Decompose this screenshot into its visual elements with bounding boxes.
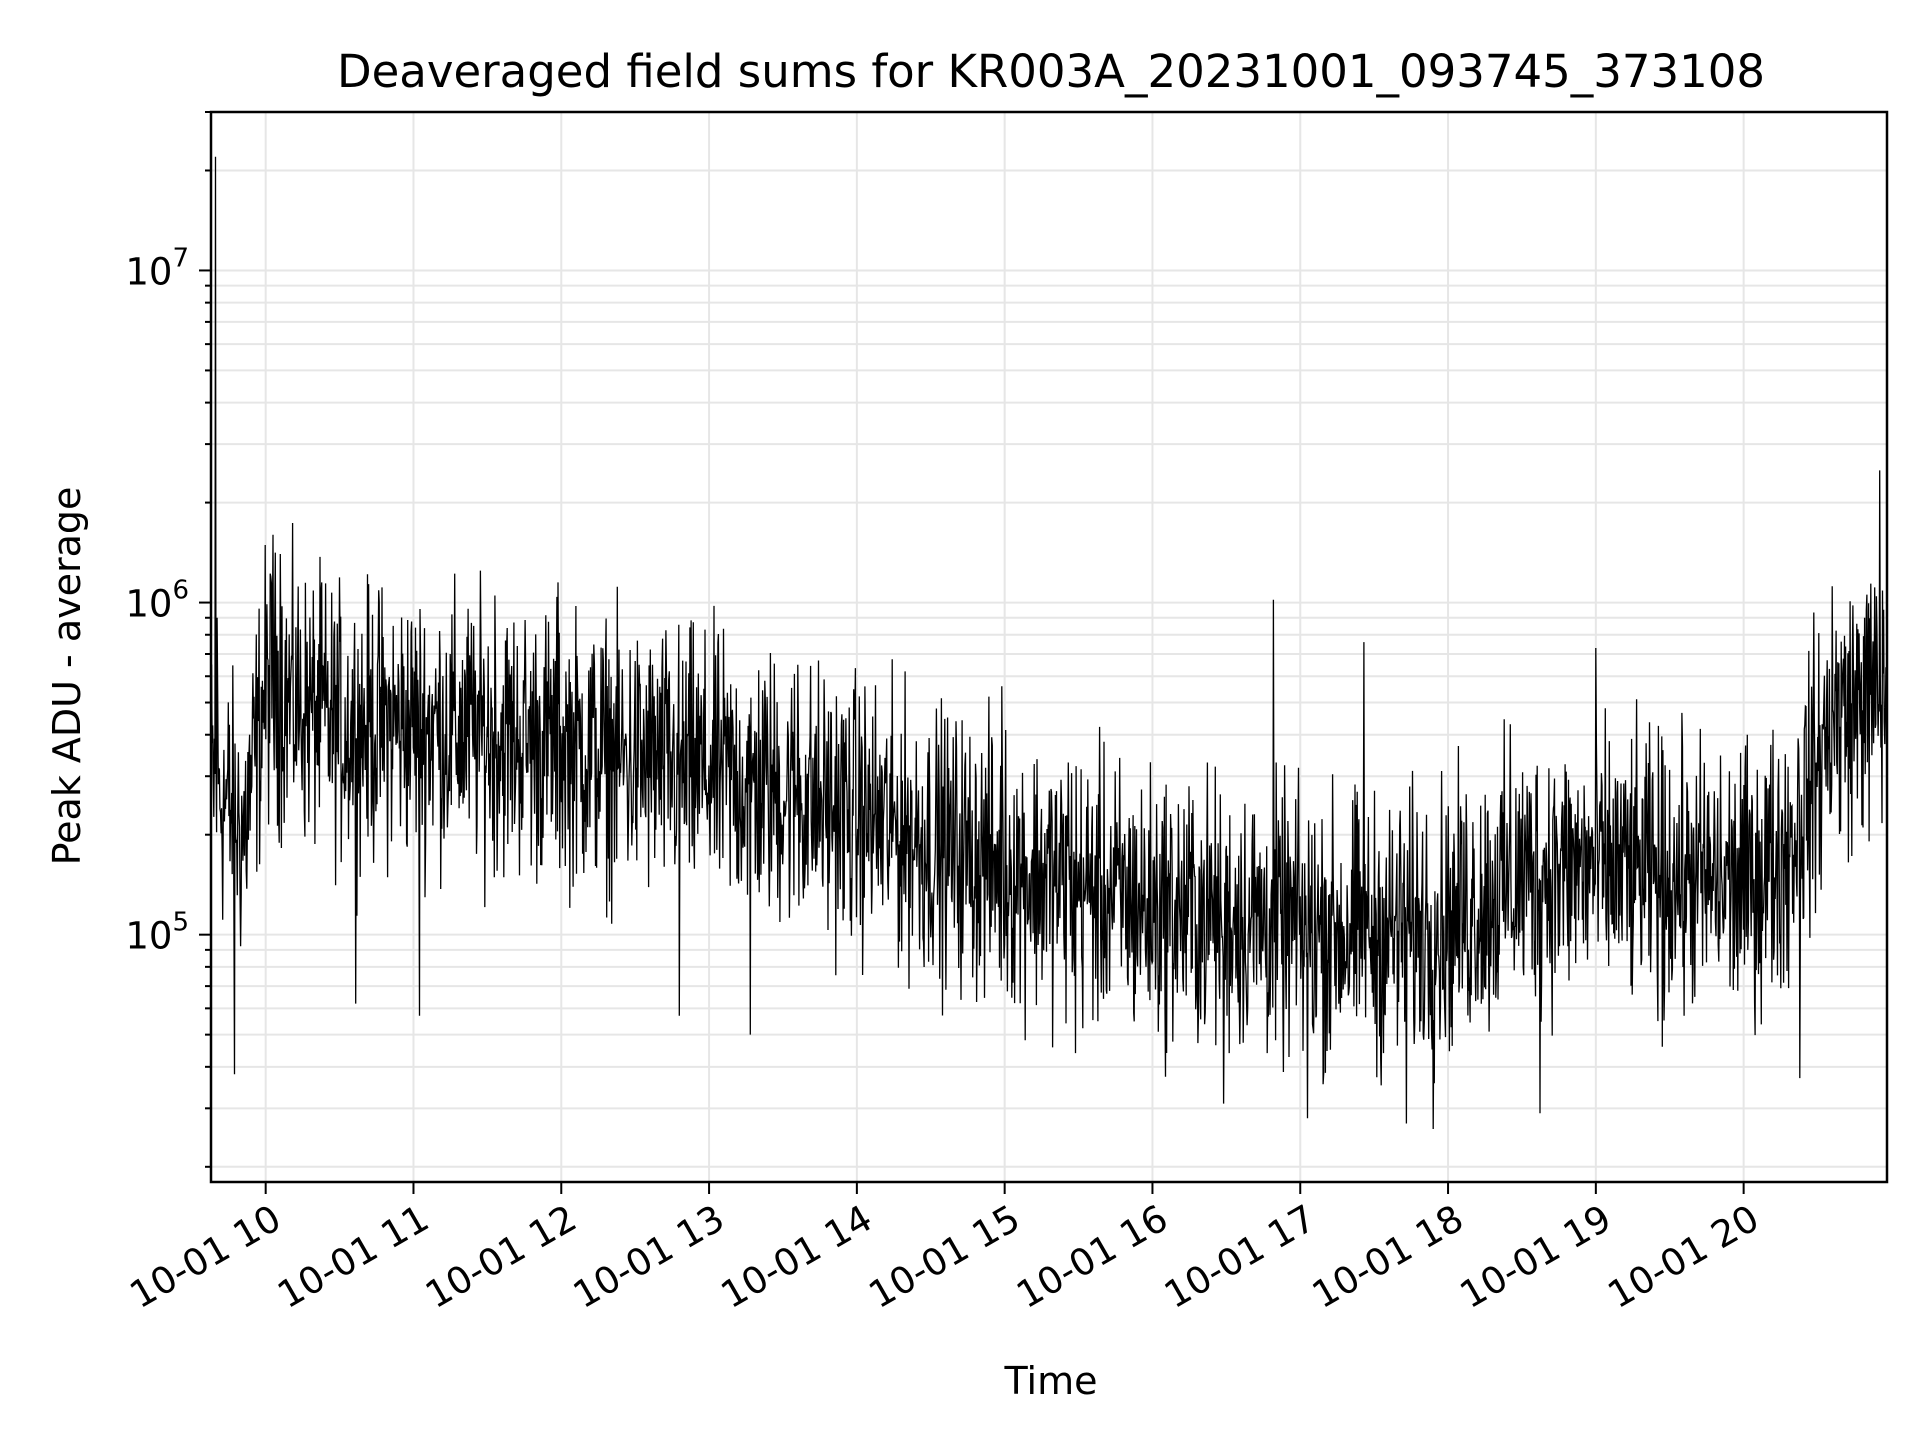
plot-frame <box>209 110 1889 1184</box>
series-line <box>211 156 1887 1130</box>
y-tick-label: 105 <box>125 908 189 958</box>
y-tick-exponent: 5 <box>172 908 189 938</box>
data-series <box>211 156 1887 1130</box>
x-axis-label: Time <box>1004 1359 1098 1403</box>
y-tick-base: 10 <box>125 250 172 293</box>
y-axis-label: Peak ADU - average <box>45 487 89 866</box>
y-tick-base: 10 <box>125 583 172 626</box>
y-tick-label: 107 <box>125 243 189 293</box>
y-tick-base: 10 <box>125 915 172 958</box>
chart-title: Deaveraged field sums for KR003A_2023100… <box>337 45 1765 98</box>
y-tick-exponent: 7 <box>172 243 189 273</box>
y-tick-exponent: 6 <box>172 576 189 606</box>
grid <box>211 111 1887 1182</box>
y-tick-label: 106 <box>125 576 189 626</box>
